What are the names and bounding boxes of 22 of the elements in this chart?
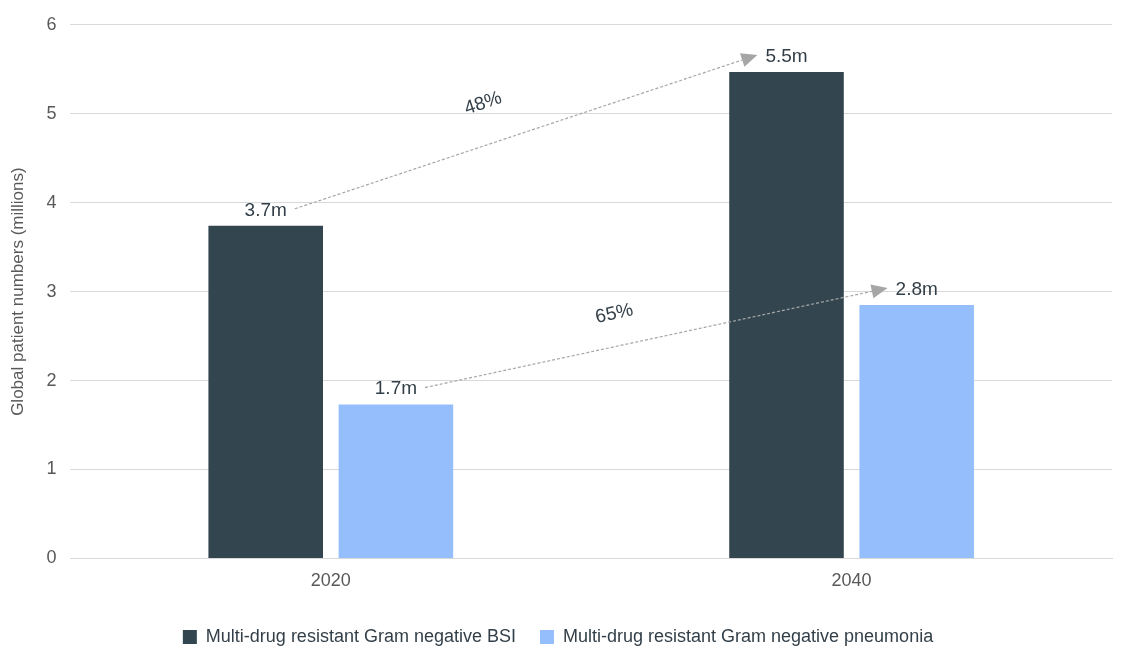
data-label: 3.7m bbox=[244, 198, 287, 220]
bar bbox=[338, 404, 454, 558]
y-tick-label: 4 bbox=[46, 191, 57, 212]
x-tick-label: 2040 bbox=[831, 570, 872, 591]
bar bbox=[859, 304, 974, 558]
bar bbox=[729, 71, 844, 558]
annotation: 48% bbox=[461, 86, 505, 119]
y-tick-label: 1 bbox=[46, 458, 57, 479]
data-label: 2.8m bbox=[895, 277, 938, 299]
legend-label: Multi-drug resistant Gram negative BSI bbox=[205, 625, 516, 646]
y-tick-label: 6 bbox=[46, 13, 57, 34]
legend-label: Multi-drug resistant Gram negative pneumonia bbox=[562, 625, 935, 646]
annotation: 65% bbox=[593, 298, 635, 327]
y-tick-label: 2 bbox=[46, 369, 57, 390]
y-tick-label: 0 bbox=[46, 547, 57, 568]
x-tick-label: 2020 bbox=[310, 570, 351, 591]
data-label: 5.5m bbox=[765, 44, 808, 66]
data-label: 1.7m bbox=[374, 377, 418, 399]
bar bbox=[208, 225, 323, 558]
y-tick-label: 5 bbox=[46, 102, 57, 123]
y-axis-title: Global patient numbers (millions) bbox=[7, 167, 27, 416]
y-tick-label: 3 bbox=[46, 280, 57, 301]
